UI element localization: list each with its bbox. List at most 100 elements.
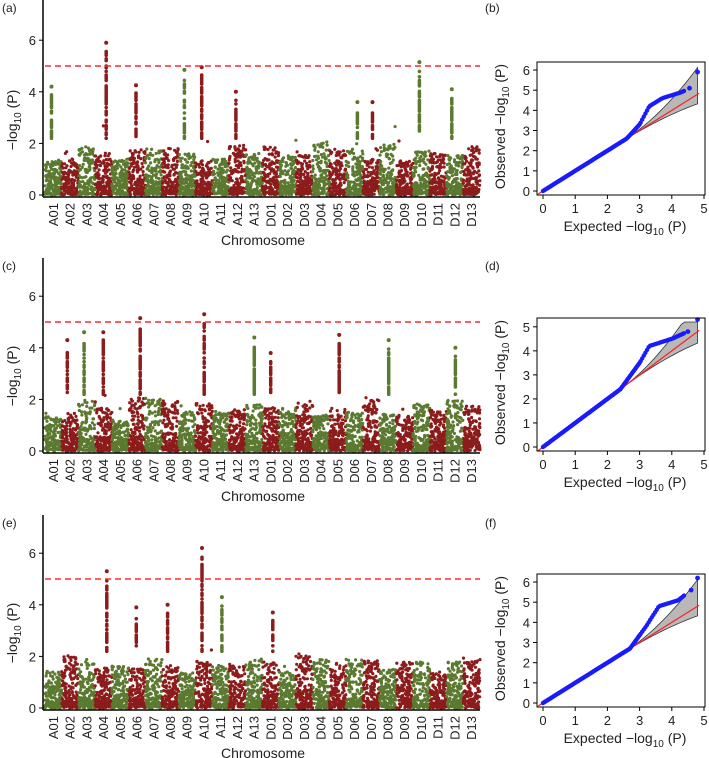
data-point bbox=[253, 171, 257, 175]
chromosome-D07 bbox=[361, 100, 382, 197]
data-point bbox=[311, 170, 315, 174]
data-point bbox=[218, 172, 223, 176]
data-point bbox=[52, 449, 56, 453]
data-point bbox=[216, 171, 220, 175]
data-point bbox=[472, 187, 476, 191]
data-point bbox=[313, 183, 317, 187]
data-point bbox=[83, 412, 88, 416]
data-point bbox=[384, 153, 388, 157]
data-point bbox=[265, 158, 269, 162]
data-point bbox=[445, 184, 449, 188]
data-point bbox=[65, 421, 69, 425]
data-point bbox=[50, 160, 54, 164]
x-tick-label: 4 bbox=[668, 201, 675, 216]
data-point bbox=[65, 164, 69, 168]
data-point bbox=[242, 143, 246, 147]
peak-point bbox=[355, 125, 360, 130]
panel-label: (b) bbox=[485, 1, 500, 15]
peak-top-point bbox=[233, 89, 238, 94]
data-point bbox=[162, 157, 167, 161]
data-point bbox=[103, 440, 107, 444]
data-point bbox=[472, 193, 476, 197]
data-point bbox=[81, 180, 85, 184]
data-point bbox=[345, 149, 349, 153]
data-point bbox=[141, 173, 145, 177]
data-point bbox=[291, 190, 295, 194]
x-tick-label: A10 bbox=[196, 203, 211, 226]
xlabel-part: (P) bbox=[664, 218, 687, 234]
data-point bbox=[412, 158, 416, 162]
peak-point bbox=[82, 356, 86, 360]
data-point bbox=[418, 163, 422, 168]
data-point bbox=[55, 179, 59, 183]
data-point bbox=[167, 159, 171, 163]
peak-point bbox=[450, 134, 454, 139]
data-point bbox=[87, 446, 91, 450]
data-point bbox=[276, 165, 280, 169]
data-point bbox=[315, 179, 319, 183]
data-point bbox=[98, 437, 102, 441]
data-point bbox=[162, 149, 166, 153]
data-point bbox=[69, 164, 73, 169]
data-point bbox=[206, 139, 210, 144]
data-point bbox=[203, 182, 207, 186]
data-point bbox=[156, 190, 161, 194]
data-point bbox=[113, 168, 117, 172]
data-point bbox=[214, 180, 218, 184]
peak-point bbox=[82, 363, 86, 368]
data-point bbox=[232, 168, 236, 172]
data-point bbox=[322, 152, 326, 156]
data-point bbox=[297, 183, 301, 188]
data-point bbox=[238, 155, 242, 159]
chromosome-A02 bbox=[60, 338, 81, 453]
x-tick-label: D12 bbox=[447, 203, 462, 227]
chromosome-A03 bbox=[77, 330, 97, 453]
data-point bbox=[174, 177, 178, 181]
data-point bbox=[445, 181, 449, 185]
data-point bbox=[449, 185, 453, 189]
data-point bbox=[76, 176, 80, 180]
data-point bbox=[367, 165, 371, 169]
data-point bbox=[327, 159, 331, 163]
data-point bbox=[305, 164, 309, 168]
data-point bbox=[144, 189, 148, 193]
data-point bbox=[125, 157, 129, 161]
data-point bbox=[117, 192, 121, 196]
peak-point bbox=[134, 114, 138, 119]
data-point bbox=[180, 180, 184, 184]
peak-point bbox=[450, 105, 454, 110]
x-tick-label: A09 bbox=[180, 203, 195, 226]
data-point bbox=[147, 164, 151, 168]
data-point bbox=[261, 161, 265, 165]
data-point bbox=[463, 184, 467, 189]
data-point bbox=[70, 429, 74, 433]
data-point bbox=[113, 187, 118, 191]
data-point bbox=[239, 170, 243, 174]
data-point bbox=[375, 179, 380, 183]
qq-points bbox=[540, 69, 700, 194]
data-point bbox=[195, 173, 200, 177]
data-point bbox=[50, 167, 54, 171]
data-point bbox=[442, 157, 446, 161]
data-point bbox=[60, 185, 65, 189]
data-point bbox=[322, 190, 326, 195]
data-point bbox=[338, 172, 342, 176]
data-point bbox=[405, 174, 409, 178]
data-point bbox=[229, 166, 233, 170]
data-point bbox=[278, 172, 283, 176]
y-tick-label: 6 bbox=[523, 63, 530, 78]
data-point bbox=[225, 191, 229, 196]
data-point bbox=[329, 173, 333, 177]
peak-point bbox=[182, 98, 187, 103]
chromosome-A06 bbox=[127, 83, 147, 197]
data-point bbox=[321, 180, 325, 184]
y-axis-title: −log10 (P) bbox=[4, 90, 24, 151]
peak-point bbox=[104, 57, 108, 61]
data-point bbox=[95, 408, 99, 412]
peak-point bbox=[49, 93, 54, 97]
data-point bbox=[276, 154, 280, 158]
x-tick-label: D03 bbox=[297, 203, 312, 227]
data-point bbox=[104, 189, 108, 193]
data-point bbox=[220, 166, 224, 170]
data-point bbox=[82, 439, 86, 443]
